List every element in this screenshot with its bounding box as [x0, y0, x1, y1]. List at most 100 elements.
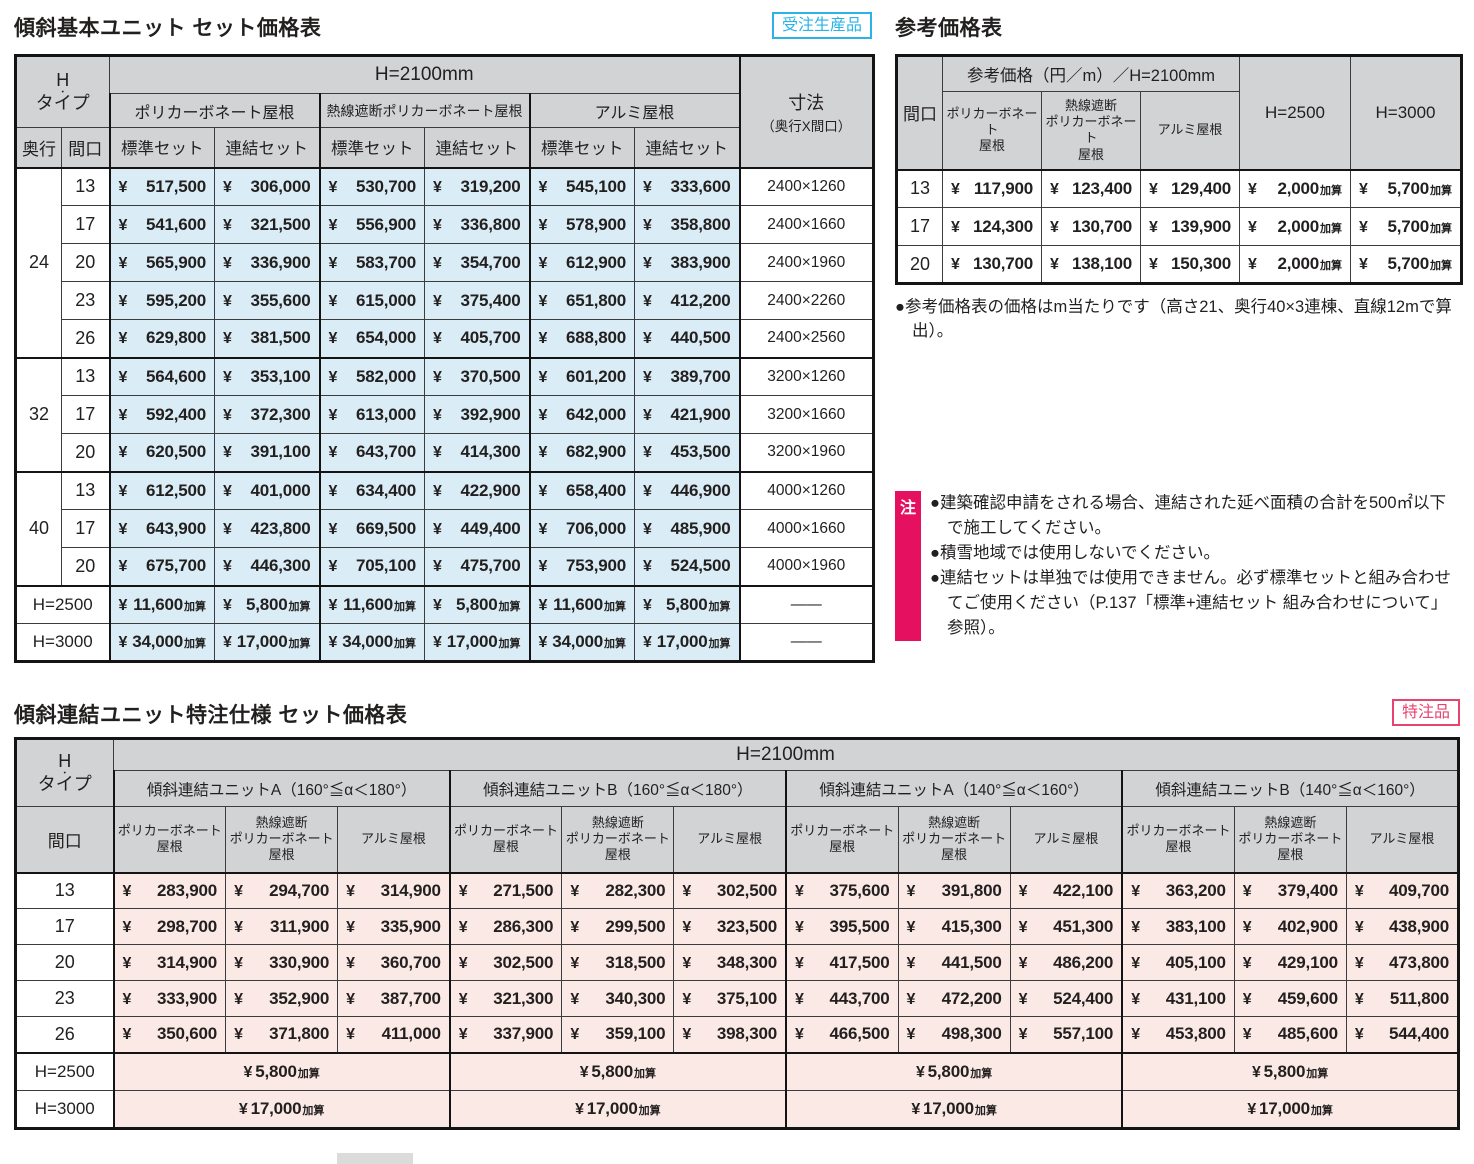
price-value: 405,100: [1165, 952, 1226, 972]
price-value: 613,000: [355, 404, 416, 424]
price-cell: ¥370,500: [424, 356, 530, 396]
price-value: 352,900: [269, 988, 330, 1008]
top-section: 傾斜基本ユニット セット価格表 受注生産品 H ・タイプ H=2100mm 寸法 （奥行…: [14, 12, 1463, 663]
roof-column-header: アルミ屋根: [673, 806, 787, 873]
addition-price-cell: ¥17,000加算: [1121, 1090, 1460, 1129]
price-value: 615,000: [355, 290, 416, 310]
price-cell: ¥123,400: [1041, 168, 1141, 208]
width-cell: 20: [15, 944, 114, 981]
dimension-cell: 3200×1660: [738, 395, 875, 434]
price-text: ¥446,300: [216, 556, 319, 576]
price-cell: ¥422,100: [1009, 871, 1123, 909]
price-cell: ¥375,100: [673, 980, 787, 1017]
price-value: 391,100: [250, 442, 311, 462]
yen-symbol: ¥: [458, 1026, 468, 1044]
price-cell: ¥405,100: [1121, 944, 1235, 981]
price-value: 392,900: [460, 404, 521, 424]
h-type-top: H: [58, 751, 72, 772]
price-cell: ¥422,900: [424, 470, 530, 510]
price-value: 411,000: [381, 1024, 441, 1044]
price-value: 283,900: [157, 880, 218, 900]
yen-symbol: ¥: [538, 444, 548, 462]
price-value: 485,900: [670, 518, 731, 538]
price-text: ¥314,900: [116, 953, 225, 973]
h-type-header: H ・タイプ: [15, 738, 114, 807]
yen-symbol: ¥: [238, 1101, 248, 1118]
yen-symbol: ¥: [328, 254, 338, 272]
price-row: 20 ¥565,900 ¥336,900 ¥583,700 ¥354,700 ¥612,9…: [16, 243, 875, 282]
price-cell: ¥352,900: [225, 980, 339, 1017]
price-text: ¥5,800加算: [452, 1061, 785, 1082]
price-value: 422,100: [1053, 880, 1114, 900]
price-value: 17,000加算: [586, 1099, 661, 1118]
price-value: 441,500: [941, 952, 1002, 972]
price-value: 401,000: [250, 480, 311, 500]
price-text: ¥314,900: [339, 881, 449, 901]
yen-symbol: ¥: [1131, 918, 1140, 936]
yen-symbol: ¥: [643, 406, 652, 424]
addition-suffix: 加算: [638, 1105, 661, 1117]
ref-table-title: 参考価格表: [895, 17, 1003, 40]
yen-symbol: ¥: [538, 330, 548, 348]
price-text: ¥360,700: [339, 953, 449, 973]
dimension-cell: 2400×2560: [738, 319, 875, 358]
h3000-column-header: H=3000: [1350, 55, 1462, 170]
price-text: ¥11,600加算: [112, 595, 214, 615]
price-value: 286,300: [493, 916, 554, 936]
price-value: 333,600: [670, 176, 731, 196]
price-text: ¥348,300: [675, 953, 785, 973]
price-text: ¥5,800加算: [116, 1062, 449, 1082]
yen-symbol: ¥: [570, 918, 580, 936]
price-value: 5,700加算: [1387, 254, 1452, 273]
width-column-header: 間口: [15, 806, 114, 873]
price-cell: ¥302,500: [673, 871, 787, 909]
addition-suffix: 加算: [708, 638, 731, 650]
price-text: ¥358,800: [636, 215, 739, 235]
yen-symbol: ¥: [328, 444, 338, 462]
price-value: 282,300: [605, 880, 666, 900]
price-cell: ¥473,800: [1345, 944, 1460, 981]
yen-symbol: ¥: [223, 596, 232, 614]
price-cell: ¥398,300: [673, 1016, 787, 1053]
yen-symbol: ¥: [346, 882, 355, 900]
price-cell: ¥475,700: [424, 547, 530, 586]
price-value: 582,000: [355, 366, 416, 386]
price-text: ¥391,100: [216, 442, 319, 462]
price-text: ¥383,100: [1124, 917, 1233, 937]
yen-symbol: ¥: [234, 954, 243, 972]
price-value: 395,500: [829, 916, 890, 936]
price-text: ¥333,600: [636, 176, 739, 197]
price-cell: ¥601,200: [528, 356, 635, 396]
price-row: 32 13 ¥564,600 ¥353,100 ¥582,000 ¥370,500 ¥601…: [15, 356, 875, 472]
price-cell: ¥524,500: [633, 547, 741, 586]
yen-symbol: ¥: [570, 990, 580, 1008]
price-value: 5,800加算: [591, 1061, 656, 1081]
addition-suffix: 加算: [302, 1105, 325, 1117]
price-value: 335,900: [380, 916, 441, 936]
price-value: 323,500: [716, 916, 777, 936]
roof-column-header: ポリカーボネート 屋根: [784, 806, 899, 873]
yen-symbol: ¥: [570, 954, 580, 972]
price-cell: ¥336,900: [214, 243, 320, 282]
price-text: ¥17,000加算: [116, 1099, 449, 1119]
price-cell: ¥117,900: [942, 168, 1042, 208]
yen-symbol: ¥: [118, 406, 128, 424]
price-text: ¥34,000加算: [532, 632, 634, 652]
roof-column-header: 熱線遮断 ポリカーボネート 屋根: [225, 806, 339, 873]
width-cell: 26: [61, 319, 110, 358]
yen-symbol: ¥: [433, 292, 442, 310]
price-value: 354,700: [460, 252, 521, 272]
price-text: ¥129,400: [1142, 179, 1239, 199]
addition-suffix: 加算: [288, 600, 311, 613]
width-column-header: 間口: [61, 127, 110, 168]
price-text: ¥355,600: [216, 291, 319, 311]
addition-price-cell: ¥17,000加算: [784, 1090, 1123, 1129]
note-item: ●建築確認申請をされる場合、連結された延べ面積の合計を500㎡以下で施工してくだ…: [930, 494, 1446, 537]
price-value: 375,400: [460, 290, 521, 310]
price-text: ¥612,500: [112, 481, 214, 501]
price-cell: ¥564,600: [108, 356, 215, 396]
price-value: 370,500: [460, 366, 521, 386]
price-text: ¥336,800: [426, 215, 529, 235]
price-value: 446,900: [670, 480, 731, 500]
price-cell: ¥298,700: [112, 908, 227, 945]
